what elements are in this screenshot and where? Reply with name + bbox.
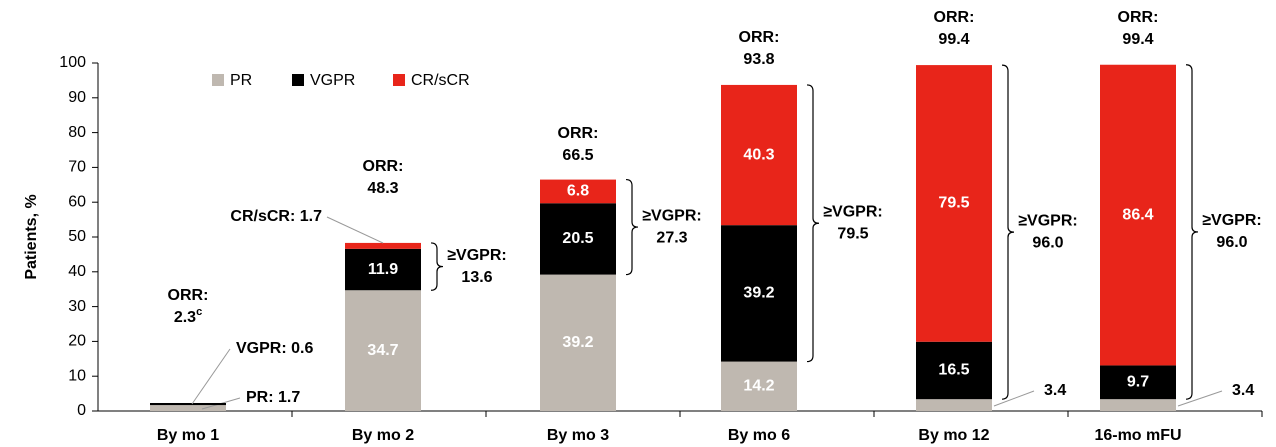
value-label: CR/sCR: 1.7 <box>230 208 322 225</box>
bar-segment <box>540 179 616 204</box>
callout-line <box>191 348 231 405</box>
callout-line <box>326 216 384 244</box>
bar-segment <box>150 405 226 411</box>
orr-number: 99.4 <box>1122 31 1153 48</box>
orr-value: 99.4 <box>1122 31 1153 48</box>
y-tick-label: 70 <box>68 159 86 176</box>
legend-swatch <box>292 74 304 86</box>
bar-segment <box>540 203 616 275</box>
y-tick-label: 20 <box>68 333 86 350</box>
x-tick-label: By mo 1 <box>157 427 219 444</box>
bar-segment <box>721 361 797 411</box>
callout-line <box>1177 390 1223 407</box>
bar-segment <box>345 248 421 291</box>
value-label: 86.4 <box>1122 206 1153 223</box>
bracket <box>1001 64 1015 400</box>
value-label: 3.4 <box>1044 382 1066 399</box>
y-tick-label: 0 <box>77 402 86 419</box>
orr-label: ORR: <box>363 158 404 175</box>
value-label: 9.7 <box>1127 374 1149 391</box>
y-tick-label: 80 <box>68 124 86 141</box>
value-label: 16.5 <box>938 362 969 379</box>
value-label: 3.4 <box>1232 382 1254 399</box>
bracket <box>1185 64 1199 400</box>
bar-segment <box>345 290 421 411</box>
y-tick-label: 40 <box>68 263 86 280</box>
value-label: 40.3 <box>743 146 774 163</box>
legend-swatch <box>393 74 405 86</box>
bar-segment <box>916 399 992 411</box>
bar-segment <box>1100 365 1176 400</box>
y-tick-label: 10 <box>68 367 86 384</box>
x-tick-label: By mo 3 <box>547 427 609 444</box>
value-label: 34.7 <box>367 342 398 359</box>
bar-segment <box>916 65 992 342</box>
vgpr-value: 13.6 <box>461 269 492 286</box>
y-tick-label: 100 <box>59 54 86 71</box>
legend-swatch <box>212 74 224 86</box>
bracket <box>430 242 444 291</box>
x-tick-label: 16-mo mFU <box>1094 427 1181 444</box>
value-label: 14.2 <box>743 378 774 395</box>
vgpr-label: ≥VGPR: <box>447 247 506 264</box>
orr-number: 93.8 <box>743 51 774 68</box>
orr-value: 99.4 <box>938 31 969 48</box>
orr-label: ORR: <box>168 287 209 304</box>
vgpr-label: ≥VGPR: <box>823 203 882 220</box>
y-tick-label: 50 <box>68 228 86 245</box>
vgpr-label: ≥VGPR: <box>1018 212 1077 229</box>
bar-segment <box>540 274 616 411</box>
orr-label: ORR: <box>934 9 975 26</box>
value-label: PR: 1.7 <box>246 389 300 406</box>
x-tick-label: By mo 6 <box>728 427 790 444</box>
vgpr-label: ≥VGPR: <box>1202 212 1261 229</box>
vgpr-value: 27.3 <box>656 229 687 246</box>
vgpr-value: 96.0 <box>1216 234 1247 251</box>
legend-label: PR <box>230 72 252 89</box>
y-tick-label: 90 <box>68 89 86 106</box>
orr-value: 93.8 <box>743 51 774 68</box>
y-tick-label: 60 <box>68 193 86 210</box>
bar-segment <box>721 225 797 362</box>
y-tick-label: 30 <box>68 298 86 315</box>
orr-number: 99.4 <box>938 31 969 48</box>
orr-value: 66.5 <box>562 147 593 164</box>
bar-segment <box>916 341 992 400</box>
bar-segment <box>721 84 797 226</box>
y-axis-label: Patients, % <box>23 194 40 279</box>
x-tick-label: By mo 12 <box>918 427 989 444</box>
bracket <box>625 178 639 276</box>
legend-label: VGPR <box>310 72 355 89</box>
orr-number: 48.3 <box>367 180 398 197</box>
value-label: 39.2 <box>562 334 593 351</box>
orr-label: ORR: <box>739 29 780 46</box>
bracket <box>806 84 820 363</box>
vgpr-value: 96.0 <box>1032 234 1063 251</box>
vgpr-value: 79.5 <box>837 225 868 242</box>
orr-number: 66.5 <box>562 147 593 164</box>
callout-line <box>993 390 1035 407</box>
legend-label: CR/sCR <box>411 72 470 89</box>
bar-segment <box>1100 64 1176 366</box>
bar-segment <box>1100 399 1176 411</box>
orr-value: 2.3c <box>174 306 202 326</box>
orr-value: 48.3 <box>367 180 398 197</box>
value-label: 11.9 <box>368 261 398 278</box>
value-label: 20.5 <box>562 230 593 247</box>
orr-number: 2.3 <box>174 309 196 326</box>
value-label: 39.2 <box>743 285 774 302</box>
orr-label: ORR: <box>1118 9 1159 26</box>
value-label: VGPR: 0.6 <box>236 340 313 357</box>
vgpr-label: ≥VGPR: <box>642 207 701 224</box>
x-tick-label: By mo 2 <box>352 427 414 444</box>
footnote: c <box>196 306 202 318</box>
bar-segment <box>150 402 226 406</box>
value-label: 6.8 <box>567 183 589 200</box>
value-label: 79.5 <box>938 195 969 212</box>
orr-label: ORR: <box>558 125 599 142</box>
bar-segment <box>345 242 421 249</box>
